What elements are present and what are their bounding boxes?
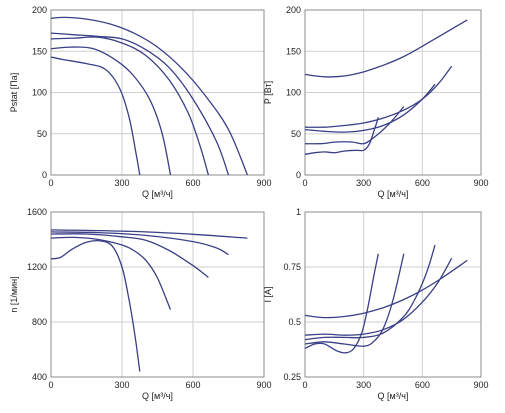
x-tick-label: 600 xyxy=(415,178,430,188)
x-tick-label: 900 xyxy=(256,380,271,390)
series-line-5 xyxy=(50,56,141,176)
y-axis-label: P [Вт] xyxy=(263,81,273,104)
x-tick-label: 0 xyxy=(48,178,53,188)
series-line-5 xyxy=(50,239,141,372)
series-line-3 xyxy=(304,83,436,133)
x-axis-label: Q [м³/ч] xyxy=(378,189,409,199)
series-line-2 xyxy=(50,32,230,176)
y-tick-label: 0 xyxy=(42,170,47,180)
y-tick-label: 1200 xyxy=(27,262,47,272)
y-axis-label: Pstat [Па] xyxy=(9,73,19,113)
y-tick-label: 1600 xyxy=(27,207,47,217)
y-tick-label: 50 xyxy=(37,129,47,139)
plot-frame xyxy=(304,9,482,176)
x-tick-label: 600 xyxy=(185,178,200,188)
series-line-1 xyxy=(304,19,468,78)
y-tick-label: 200 xyxy=(286,5,301,15)
series-line-3 xyxy=(304,244,436,341)
y-tick-label: 100 xyxy=(286,88,301,98)
y-tick-label: 150 xyxy=(286,46,301,56)
chart-pstat: 0 300 600 900 0 50 100 150 200 Q [м³/ч] Pstat [Па] xyxy=(9,5,272,199)
chart-current: 0 300 600 900 0.25 0.5 0.75 1 Q [м³/ч] I [A] xyxy=(263,207,489,401)
y-tick-label: 50 xyxy=(291,129,301,139)
chart-speed: 0 300 600 900 400 800 1200 1600 Q [м³/ч] n [1/мин… xyxy=(9,207,272,401)
x-tick-label: 300 xyxy=(356,178,371,188)
series-line-3 xyxy=(50,233,209,278)
x-tick-label: 0 xyxy=(48,380,53,390)
series-line-2 xyxy=(304,65,453,128)
series-line-4 xyxy=(304,253,405,347)
y-tick-label: 0.75 xyxy=(283,262,301,272)
y-tick-label: 1 xyxy=(296,207,301,217)
y-tick-label: 100 xyxy=(32,88,47,98)
plot-frame xyxy=(50,211,265,378)
y-tick-label: 150 xyxy=(32,46,47,56)
x-tick-label: 900 xyxy=(256,178,271,188)
y-tick-label: 0 xyxy=(296,170,301,180)
x-tick-label: 600 xyxy=(185,380,200,390)
series-line-2 xyxy=(50,231,229,256)
x-axis-label: Q [м³/ч] xyxy=(142,391,173,401)
series-line-3 xyxy=(50,36,210,176)
y-tick-label: 0.25 xyxy=(283,372,301,382)
series-line-2 xyxy=(304,257,453,336)
y-axis-label: n [1/мин] xyxy=(9,276,19,312)
x-tick-label: 600 xyxy=(415,380,430,390)
plot-frame xyxy=(304,211,482,378)
series-line-5 xyxy=(304,117,379,156)
chart-power: 0 300 600 900 0 50 100 150 200 Q [м³/ч] P [Вт] xyxy=(263,5,489,199)
series-line-4 xyxy=(50,46,172,176)
x-axis-label: Q [м³/ч] xyxy=(142,189,173,199)
x-tick-label: 0 xyxy=(302,380,307,390)
y-axis-label: I [A] xyxy=(263,286,273,302)
x-tick-label: 900 xyxy=(473,380,488,390)
series-line-4 xyxy=(304,106,405,145)
series-line-1 xyxy=(304,259,468,319)
x-tick-label: 0 xyxy=(302,178,307,188)
x-tick-label: 300 xyxy=(114,380,129,390)
plot-frame xyxy=(50,9,265,176)
y-tick-label: 400 xyxy=(32,372,47,382)
x-tick-label: 300 xyxy=(356,380,371,390)
y-tick-label: 0.5 xyxy=(288,317,301,327)
series-line-1 xyxy=(50,229,248,239)
y-tick-label: 800 xyxy=(32,317,47,327)
x-axis-label: Q [м³/ч] xyxy=(378,391,409,401)
x-tick-label: 300 xyxy=(114,178,129,188)
series-line-1 xyxy=(50,16,249,176)
y-tick-label: 200 xyxy=(32,5,47,15)
x-tick-label: 900 xyxy=(473,178,488,188)
series-line-4 xyxy=(50,236,172,310)
series-line-5 xyxy=(304,253,379,354)
